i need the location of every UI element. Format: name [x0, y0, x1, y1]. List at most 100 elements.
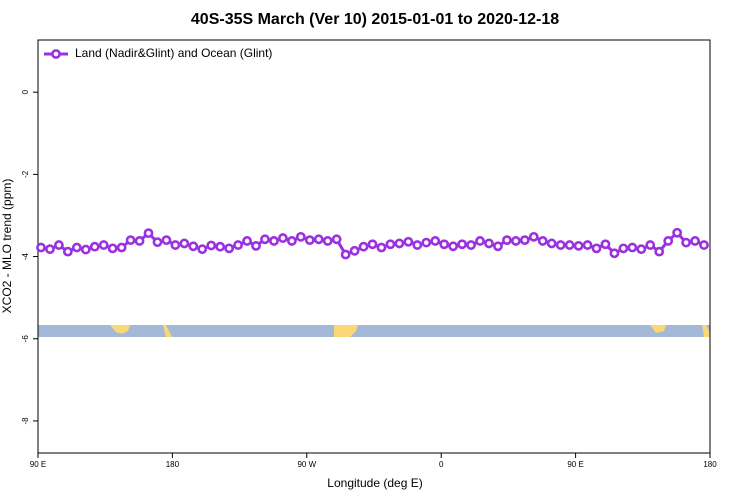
land: [702, 325, 710, 337]
point: [179, 238, 190, 249]
point: [681, 237, 692, 248]
point: [107, 243, 118, 254]
legend-label: Land (Nadir&Glint) and Ocean (Glint): [75, 46, 272, 60]
point: [134, 236, 145, 246]
land: [163, 325, 172, 337]
point: [197, 244, 208, 255]
land: [334, 325, 358, 337]
x-axis-label: Longitude (deg E): [327, 476, 422, 490]
point: [313, 234, 324, 245]
y-tick-label: -4: [21, 252, 30, 260]
point: [269, 236, 279, 246]
point: [260, 234, 270, 245]
x-tick-label: 90 E: [30, 460, 46, 469]
point: [233, 240, 244, 250]
y-tick-label: -8: [21, 417, 30, 425]
point: [493, 241, 503, 252]
point: [430, 236, 441, 246]
point: [36, 242, 46, 253]
point: [376, 242, 387, 253]
point: [152, 237, 163, 248]
point: [546, 238, 557, 249]
point: [528, 231, 539, 242]
point: [331, 234, 342, 245]
point: [98, 240, 109, 250]
point: [358, 241, 369, 252]
point: [161, 235, 172, 246]
y-tick-label: -6: [21, 335, 30, 343]
point: [439, 239, 450, 250]
point: [555, 240, 566, 250]
point: [45, 244, 55, 255]
x-tick-label: 180: [703, 460, 717, 469]
point: [412, 240, 423, 250]
point: [54, 240, 64, 250]
point: [627, 242, 638, 253]
ocean-band: [38, 325, 710, 337]
legend-item: Land (Nadir&Glint) and Ocean (Glint): [44, 46, 272, 60]
point: [618, 243, 629, 254]
y-axis-label: XCO2 - MLO trend (ppm): [0, 179, 14, 314]
map-strip: [38, 325, 710, 337]
point: [564, 240, 575, 250]
point: [349, 245, 360, 256]
point: [251, 240, 261, 251]
point: [242, 236, 252, 246]
x-tick-label: 180: [166, 460, 180, 469]
point: [448, 241, 459, 252]
point: [89, 241, 100, 252]
point: [519, 235, 530, 246]
point: [582, 240, 593, 250]
x-tick-label: 90 W: [297, 460, 316, 469]
point: [170, 240, 181, 250]
point: [206, 240, 217, 251]
point: [502, 235, 512, 246]
point: [600, 239, 611, 250]
point: [286, 236, 297, 246]
point: [609, 248, 620, 259]
point: [654, 246, 665, 257]
chart-title: 40S-35S March (Ver 10) 2015-01-01 to 202…: [191, 11, 559, 28]
point: [322, 236, 333, 246]
point: [484, 238, 494, 249]
point: [340, 249, 351, 260]
point: [71, 242, 82, 253]
point: [636, 244, 647, 255]
land: [110, 325, 130, 334]
point: [645, 240, 656, 250]
point: [80, 244, 91, 255]
point: [573, 240, 584, 251]
point: [385, 239, 396, 250]
point: [475, 236, 485, 246]
point: [224, 243, 235, 254]
point: [663, 236, 674, 246]
point: [510, 236, 521, 246]
point: [672, 227, 683, 238]
point: [143, 228, 154, 239]
point: [699, 240, 709, 250]
land: [650, 325, 666, 333]
point: [394, 238, 405, 249]
point: [125, 235, 136, 246]
point: [591, 243, 602, 254]
point: [403, 236, 414, 247]
y-tick-label: -2: [21, 170, 30, 178]
point: [215, 241, 226, 252]
point: [278, 233, 288, 243]
point: [537, 236, 548, 246]
point: [116, 242, 127, 253]
y-tick-label: 0: [21, 89, 30, 94]
legend-marker: [51, 49, 61, 59]
point: [421, 237, 432, 248]
point: [304, 235, 315, 246]
x-tick-label: 90 E: [567, 460, 583, 469]
point: [457, 239, 468, 250]
point: [690, 236, 700, 246]
point: [367, 239, 378, 250]
point: [295, 231, 306, 242]
point: [62, 246, 73, 257]
x-tick-label: 0: [439, 460, 444, 469]
point: [466, 240, 476, 250]
point: [188, 241, 199, 252]
